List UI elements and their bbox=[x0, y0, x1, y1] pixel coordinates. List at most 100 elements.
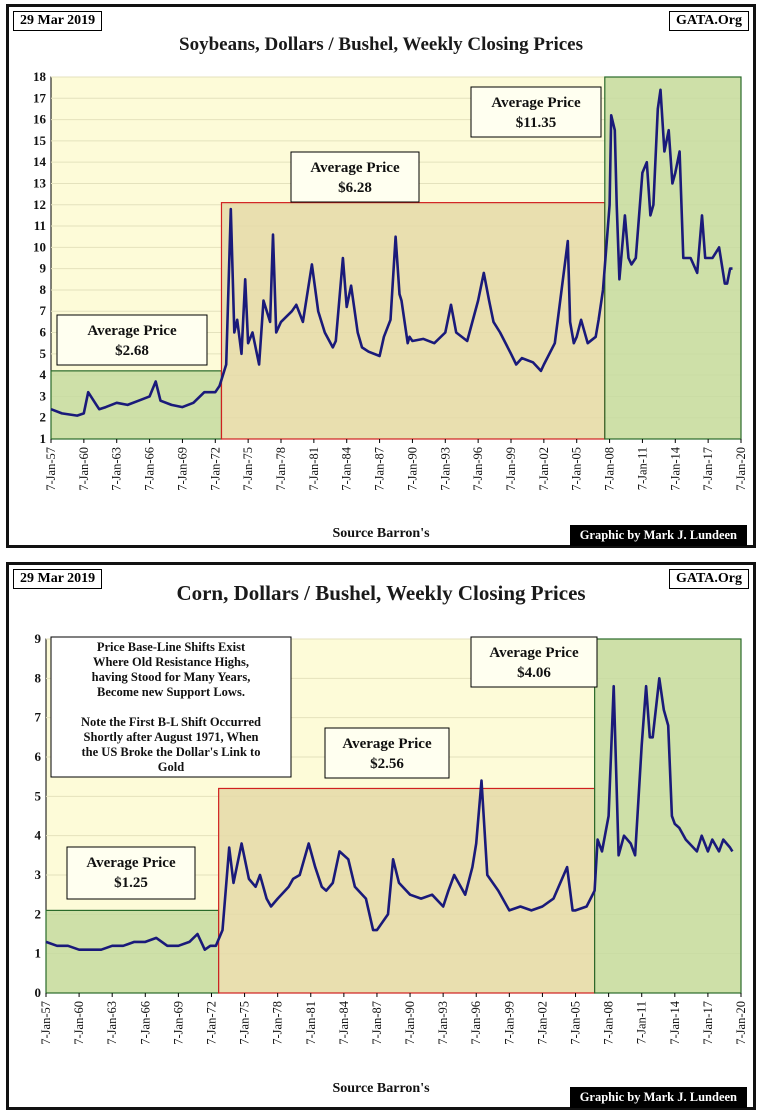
date-badge: 29 Mar 2019 bbox=[13, 569, 103, 589]
average-price-box bbox=[56, 314, 208, 366]
y-tick-label: 15 bbox=[33, 133, 47, 148]
average-price-value: $4.06 bbox=[517, 665, 551, 681]
x-tick-label: 7-Jan-72 bbox=[208, 447, 222, 491]
average-price-label: Average Price bbox=[310, 160, 400, 176]
x-tick-label: 7-Jan-69 bbox=[175, 447, 189, 491]
annotation-line: having Stood for Many Years, bbox=[92, 670, 251, 684]
annotation-line: the US Broke the Dollar's Link to bbox=[82, 745, 261, 759]
average-price-box bbox=[66, 846, 196, 900]
y-tick-label: 4 bbox=[40, 367, 47, 382]
x-tick-label: 7-Jan-08 bbox=[603, 447, 617, 491]
x-tick-label: 7-Jan-99 bbox=[504, 447, 518, 491]
x-tick-label: 7-Jan-75 bbox=[241, 447, 255, 491]
annotation-box bbox=[50, 636, 292, 778]
x-tick-label: 7-Jan-99 bbox=[502, 1001, 516, 1045]
annotation-line: Gold bbox=[158, 760, 184, 774]
x-tick-label: 7-Jan-02 bbox=[537, 447, 551, 491]
corn-price-chart: 0 1 2 3 4 5 6 7 8 9 7-Jan-57 7-Jan-60 7-Jan-63 7-Jan-… bbox=[35, 631, 749, 1045]
date-badge: 29 Mar 2019 bbox=[13, 11, 103, 31]
annotation-line: Become new Support Lows. bbox=[97, 685, 245, 699]
x-tick-label: 7-Jan-14 bbox=[668, 1000, 682, 1044]
x-tick-label: 7-Jan-63 bbox=[110, 447, 124, 491]
y-tick-label: 6 bbox=[40, 325, 47, 340]
x-tick-label: 7-Jan-69 bbox=[171, 1001, 185, 1045]
x-tick-label: 7-Jan-17 bbox=[701, 1001, 715, 1045]
x-tick-label: 7-Jan-81 bbox=[307, 447, 321, 491]
average-price-value: $1.25 bbox=[114, 875, 148, 891]
x-tick-label: 7-Jan-05 bbox=[570, 447, 584, 491]
y-tick-label: 1 bbox=[40, 431, 47, 446]
y-tick-label: 5 bbox=[35, 788, 42, 803]
x-tick-label: 7-Jan-78 bbox=[271, 1001, 285, 1045]
x-tick-label: 7-Jan-72 bbox=[204, 1001, 218, 1045]
x-tick-label: 7-Jan-87 bbox=[373, 447, 387, 491]
source-label: Source Barron's bbox=[332, 1081, 430, 1096]
price-line bbox=[50, 88, 733, 417]
soybeans-chart-panel: 29 Mar 2019 GATA.Org Soybeans, Dollars /… bbox=[6, 4, 756, 548]
x-tick-label: 7-Jan-66 bbox=[138, 1001, 152, 1045]
y-tick-label: 2 bbox=[40, 410, 47, 425]
x-tick-label: 7-Jan-93 bbox=[436, 1001, 450, 1045]
credit-label: Graphic by Mark J. Lundeen bbox=[569, 1087, 747, 1108]
annotation-line: Shortly after August 1971, When bbox=[84, 730, 259, 744]
average-price-value: $2.56 bbox=[370, 756, 404, 772]
x-tick-label: 7-Jan-02 bbox=[535, 1001, 549, 1045]
y-tick-label: 4 bbox=[35, 828, 42, 843]
x-tick-label: 7-Jan-63 bbox=[105, 1001, 119, 1045]
y-tick-label: 1 bbox=[35, 946, 42, 961]
x-tick-label: 7-Jan-75 bbox=[238, 1001, 252, 1045]
average-price-value: $2.68 bbox=[115, 343, 149, 359]
y-tick-label: 5 bbox=[40, 346, 47, 361]
price-line bbox=[45, 677, 734, 952]
annotation-line: Where Old Resistance Highs, bbox=[93, 655, 249, 669]
y-tick-label: 18 bbox=[33, 69, 47, 84]
corn-chart-panel: 29 Mar 2019 GATA.Org Corn, Dollars / Bus… bbox=[6, 562, 756, 1110]
average-period-1 bbox=[45, 909, 220, 994]
average-price-label: Average Price bbox=[87, 323, 177, 339]
y-tick-label: 3 bbox=[35, 867, 42, 882]
y-tick-label: 0 bbox=[35, 985, 42, 1000]
y-tick-label: 6 bbox=[35, 749, 42, 764]
site-badge: GATA.Org bbox=[669, 569, 749, 589]
average-period-3 bbox=[594, 638, 742, 994]
average-price-box bbox=[324, 727, 450, 779]
site-badge: GATA.Org bbox=[669, 11, 749, 31]
x-tick-label: 7-Jan-87 bbox=[370, 1001, 384, 1045]
y-tick-label: 8 bbox=[40, 282, 47, 297]
average-price-box bbox=[290, 151, 420, 203]
average-price-box bbox=[470, 636, 598, 688]
x-tick-label: 7-Jan-90 bbox=[403, 1001, 417, 1045]
y-tick-label: 12 bbox=[33, 197, 46, 212]
chart-title: Soybeans, Dollars / Bushel, Weekly Closi… bbox=[179, 34, 583, 55]
x-tick-label: 7-Jan-84 bbox=[337, 1000, 351, 1044]
x-tick-label: 7-Jan-66 bbox=[143, 447, 157, 491]
average-period-2 bbox=[220, 202, 606, 440]
y-tick-label: 8 bbox=[35, 670, 42, 685]
average-price-box bbox=[470, 86, 602, 138]
x-tick-label: 7-Jan-78 bbox=[274, 447, 288, 491]
average-price-label: Average Price bbox=[491, 95, 581, 111]
x-tick-label: 7-Jan-20 bbox=[734, 447, 748, 491]
y-tick-label: 9 bbox=[35, 631, 42, 646]
annotation-line: Price Base-Line Shifts Exist bbox=[97, 640, 246, 654]
credit-label: Graphic by Mark J. Lundeen bbox=[569, 525, 747, 546]
average-price-value: $11.35 bbox=[516, 115, 556, 131]
x-tick-label: 7-Jan-08 bbox=[602, 1001, 616, 1045]
x-tick-label: 7-Jan-57 bbox=[44, 447, 58, 491]
y-tick-label: 9 bbox=[40, 261, 47, 276]
y-tick-label: 17 bbox=[33, 90, 47, 105]
x-tick-label: 7-Jan-57 bbox=[39, 1001, 53, 1045]
x-tick-label: 7-Jan-93 bbox=[438, 447, 452, 491]
average-price-label: Average Price bbox=[86, 855, 176, 871]
y-tick-label: 2 bbox=[35, 906, 42, 921]
chart-title: Corn, Dollars / Bushel, Weekly Closing P… bbox=[176, 581, 586, 605]
y-tick-label: 3 bbox=[40, 388, 47, 403]
x-tick-label: 7-Jan-84 bbox=[340, 446, 354, 490]
average-period-1 bbox=[50, 370, 223, 440]
y-tick-label: 16 bbox=[33, 112, 47, 127]
x-tick-label: 7-Jan-60 bbox=[72, 1001, 86, 1045]
x-tick-label: 7-Jan-96 bbox=[469, 1001, 483, 1045]
x-tick-label: 7-Jan-60 bbox=[77, 447, 91, 491]
average-price-value: $6.28 bbox=[338, 180, 372, 196]
